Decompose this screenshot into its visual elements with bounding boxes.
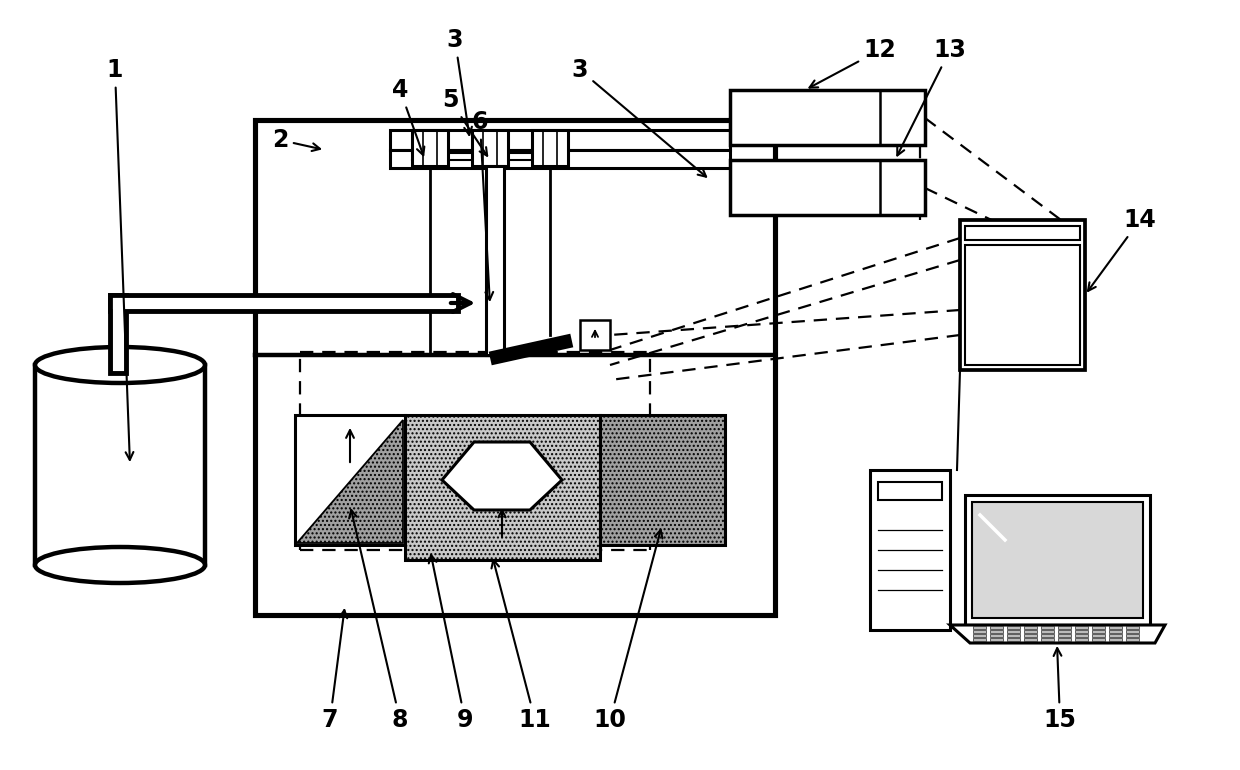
Bar [1109, 638, 1122, 641]
Bar [1042, 626, 1054, 629]
Bar [1007, 630, 1021, 633]
Bar [1109, 634, 1122, 637]
Bar [973, 638, 986, 641]
Text: 15: 15 [1044, 648, 1076, 732]
Polygon shape [298, 420, 403, 543]
Bar [391, 150, 730, 168]
Text: 2: 2 [272, 128, 320, 152]
Bar [532, 130, 568, 166]
Bar [391, 130, 730, 150]
Text: 10: 10 [594, 530, 662, 732]
Bar [990, 626, 1003, 629]
Bar [1092, 626, 1105, 629]
Bar [965, 226, 1080, 240]
Bar [965, 495, 1149, 625]
Bar [1126, 626, 1140, 629]
Bar [1126, 630, 1140, 633]
Polygon shape [441, 442, 562, 510]
Bar [1075, 626, 1087, 629]
Bar [965, 245, 1080, 365]
Bar [1007, 638, 1021, 641]
Bar [730, 160, 925, 215]
Text: 6: 6 [471, 110, 494, 300]
Bar [1126, 638, 1140, 641]
Bar [960, 220, 1085, 370]
Text: 14: 14 [1087, 208, 1157, 291]
Bar [1007, 626, 1021, 629]
Bar [255, 120, 775, 615]
Bar [1007, 634, 1021, 637]
Bar [973, 634, 986, 637]
Bar [1042, 638, 1054, 641]
Bar [1042, 634, 1054, 637]
Text: 7: 7 [321, 610, 347, 732]
Bar [1058, 634, 1071, 637]
Bar [580, 320, 610, 350]
Bar [972, 502, 1143, 618]
Bar [1126, 634, 1140, 637]
Bar [990, 630, 1003, 633]
Bar [405, 415, 600, 560]
Bar [295, 415, 405, 545]
Bar [600, 415, 725, 545]
Text: 9: 9 [429, 555, 474, 732]
Bar [990, 634, 1003, 637]
Bar [990, 638, 1003, 641]
Bar [973, 630, 986, 633]
Bar [1075, 638, 1087, 641]
Text: 1: 1 [107, 58, 134, 460]
Bar [1042, 630, 1054, 633]
Text: 5: 5 [441, 88, 487, 156]
Ellipse shape [35, 547, 205, 583]
Bar [973, 626, 986, 629]
Bar [412, 130, 448, 166]
Bar [870, 470, 950, 630]
Bar [1058, 630, 1071, 633]
Bar [730, 90, 925, 145]
Bar [1024, 630, 1037, 633]
Text: 13: 13 [898, 38, 966, 156]
Bar [1109, 630, 1122, 633]
Bar [1092, 630, 1105, 633]
Bar [1092, 634, 1105, 637]
Bar [1024, 634, 1037, 637]
Bar [1058, 638, 1071, 641]
Text: 8: 8 [350, 510, 408, 732]
Text: 3: 3 [446, 28, 472, 135]
Bar [1092, 638, 1105, 641]
Bar [472, 130, 508, 166]
Bar [1075, 634, 1087, 637]
Text: 4: 4 [392, 78, 424, 156]
Bar [1109, 626, 1122, 629]
Text: 12: 12 [810, 38, 897, 88]
Bar [878, 482, 942, 500]
Text: 11: 11 [491, 560, 552, 732]
Ellipse shape [35, 347, 205, 383]
Polygon shape [950, 625, 1166, 643]
Bar [1024, 626, 1037, 629]
Text: 3: 3 [572, 58, 706, 176]
Bar [1058, 626, 1071, 629]
Bar [486, 166, 503, 355]
Bar [1024, 638, 1037, 641]
Bar [1075, 630, 1087, 633]
